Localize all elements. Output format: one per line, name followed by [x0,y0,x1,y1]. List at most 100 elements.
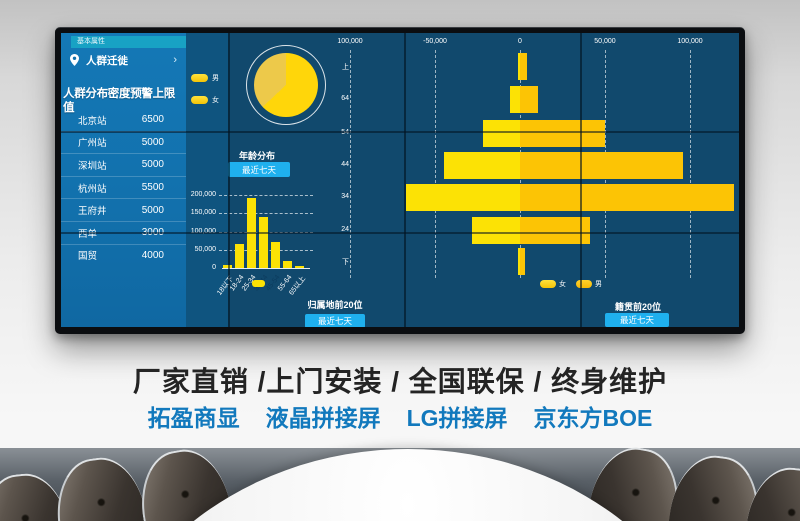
female-label: 女 [559,281,566,288]
station-threshold-value: 5500 [141,182,164,194]
male-bar [519,184,735,211]
home-last7days-button[interactable]: 最近七天 [305,314,365,327]
station-name: 杭州站 [78,183,107,195]
legend-item-female: 女 [191,95,219,105]
pyramid-legend: 女 男 [540,279,602,289]
origin-last7days-button[interactable]: 最近七天 [605,313,669,327]
age-ytick-label: 150,000 [190,209,216,217]
brand-name: 拓盈商显 [147,405,240,431]
gridline [219,213,313,215]
brand-name: 液晶拼接屏 [265,405,381,431]
dashboard-screen: 基本属性 人群迁徙 › 人群分布密度预警上限值 北京站 6500 广州站 5000 深圳… [61,33,739,327]
age-bar [283,261,292,268]
station-threshold-value: 4000 [141,249,164,261]
pie-slices [254,53,318,117]
station-threshold-value: 6500 [141,114,164,126]
pyramid-gridline [690,50,691,278]
female-swatch-icon [540,280,556,288]
age-bar [295,265,304,268]
male-label: 男 [595,281,602,288]
bezel-line [61,131,739,133]
bezel-line [580,33,582,327]
pyramid-category-label: 上 [342,64,349,71]
female-bar [443,152,520,179]
bezel-line [404,33,406,327]
brand-name: LG拼接屏 [406,405,508,431]
age-chart-legend-swatch-icon [252,280,265,287]
age-bar [223,265,232,268]
station-threshold-value: 5000 [141,136,164,148]
station-row[interactable]: 北京站 6500 [61,109,186,132]
station-name: 广州站 [78,138,107,150]
video-wall-display: 基本属性 人群迁徙 › 人群分布密度预警上限值 北京站 6500 广州站 5000 深圳… [55,27,745,334]
pyramid-category-label: 44 [341,161,349,168]
pyramid-axis-label: 100,000 [337,38,363,45]
male-bar [520,152,684,179]
male-bar [519,248,526,275]
age-ytick-label: 50,000 [194,245,216,253]
female-bar [482,120,520,147]
female-bar [472,217,520,244]
gender-legend: 男 女 [191,73,219,117]
origin-top20-title: 籍贯前20位 [614,302,661,312]
age-last7days-button[interactable]: 最近七天 [228,162,290,177]
pyramid-axis-label: 0 [518,38,522,45]
gender-pie-chart [246,45,326,125]
pyramid-row [482,120,605,147]
male-bar [519,120,605,147]
legend-item-male: 男 [191,73,219,83]
pyramid-row [406,184,735,211]
tab-basic-attributes[interactable]: 基本属性 [71,36,186,48]
pyramid-row [472,217,590,244]
pyramid-row [517,53,527,80]
female-bar [517,53,520,80]
marketing-headline: 厂家直销 /上门安装 / 全国联保 / 终身维护 [132,366,668,397]
station-threshold-value: 5000 [141,204,164,216]
station-row[interactable]: 国贸 4000 [61,245,186,267]
station-threshold-value: 5000 [141,159,164,171]
female-swatch-icon [191,96,208,104]
pyramid-category-label: 24 [341,226,349,233]
female-label: 女 [212,97,219,104]
male-bar [519,217,590,244]
male-label: 男 [212,75,219,82]
pyramid-category-label: 64 [341,95,349,102]
panel-background-strip [186,33,228,327]
population-pyramid-chart [61,33,739,327]
female-bar [517,248,520,275]
pyramid-row [443,152,684,179]
station-row[interactable]: 广州站 5000 [61,132,186,155]
male-swatch-icon [191,74,208,82]
age-bar [235,244,244,268]
bezel-line [61,232,739,234]
pyramid-category-label: 下 [342,259,349,266]
age-bar [271,241,280,268]
pyramid-axis-label: 100,000 [677,38,703,45]
pyramid-gridline [435,50,436,278]
age-ytick-label: 100,000 [190,227,216,235]
nav-label: 人群迁徙 [86,54,128,67]
pyramid-gridline [350,50,351,278]
chevron-right-icon: › [173,54,177,66]
station-name: 王府井 [78,206,107,218]
home-top20-title: 归属地前20位 [307,300,363,310]
pyramid-row [517,248,526,275]
station-name: 深圳站 [78,160,107,172]
brand-name: 京东方BOE [533,405,653,431]
pyramid-row [509,86,538,113]
gridline [219,195,313,196]
station-row[interactable]: 杭州站 5500 [61,177,186,200]
location-pin-icon [70,54,79,66]
station-row[interactable]: 王府井 5000 [61,199,186,222]
age-ytick-label: 0 [212,264,216,271]
male-swatch-icon [576,280,592,288]
station-name: 国贸 [78,251,98,263]
age-ytick-label: 200,000 [190,191,216,198]
station-row[interactable]: 深圳站 5000 [61,154,186,177]
sidebar-item-crowd-migration[interactable]: 人群迁徙 › [61,50,186,70]
pyramid-axis-label: -50,000 [423,38,447,45]
station-name: 西单 [78,228,98,240]
female-bar [509,86,520,113]
pyramid-axis-label: 50,000 [594,38,616,45]
